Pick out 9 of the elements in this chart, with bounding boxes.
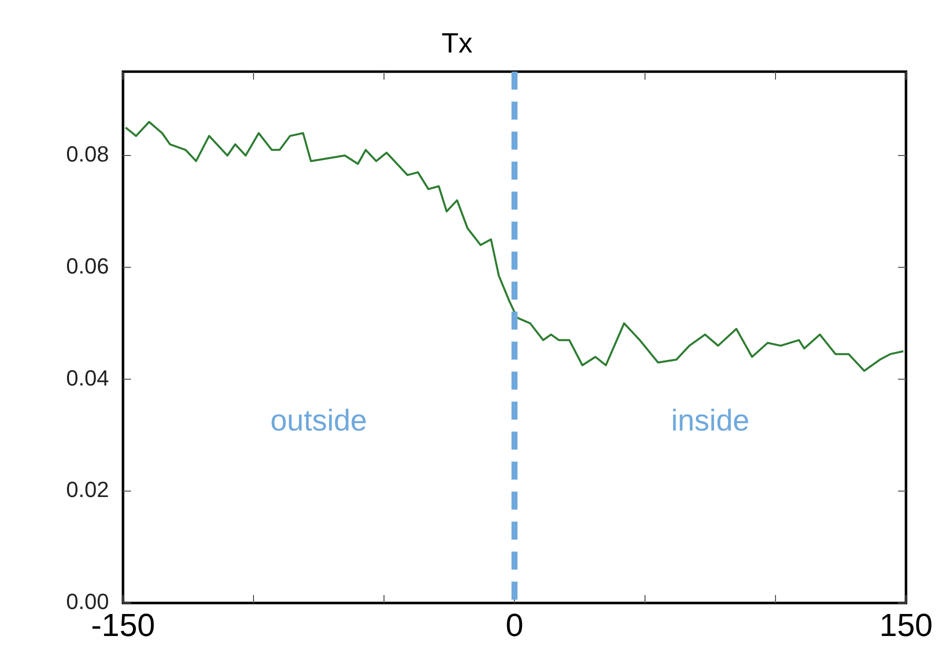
annotation: outside: [270, 404, 368, 438]
y-tick-label: 0.08: [66, 142, 109, 167]
y-tick-label: 0.02: [66, 477, 109, 502]
annotation: inside: [671, 404, 750, 438]
x-tick-label: 0: [506, 606, 524, 643]
y-tick-label: 0.06: [66, 253, 109, 278]
x-tick-label: 150: [879, 606, 933, 643]
y-tick-label: 0.04: [66, 365, 109, 390]
chart-title: Tx: [441, 28, 473, 59]
